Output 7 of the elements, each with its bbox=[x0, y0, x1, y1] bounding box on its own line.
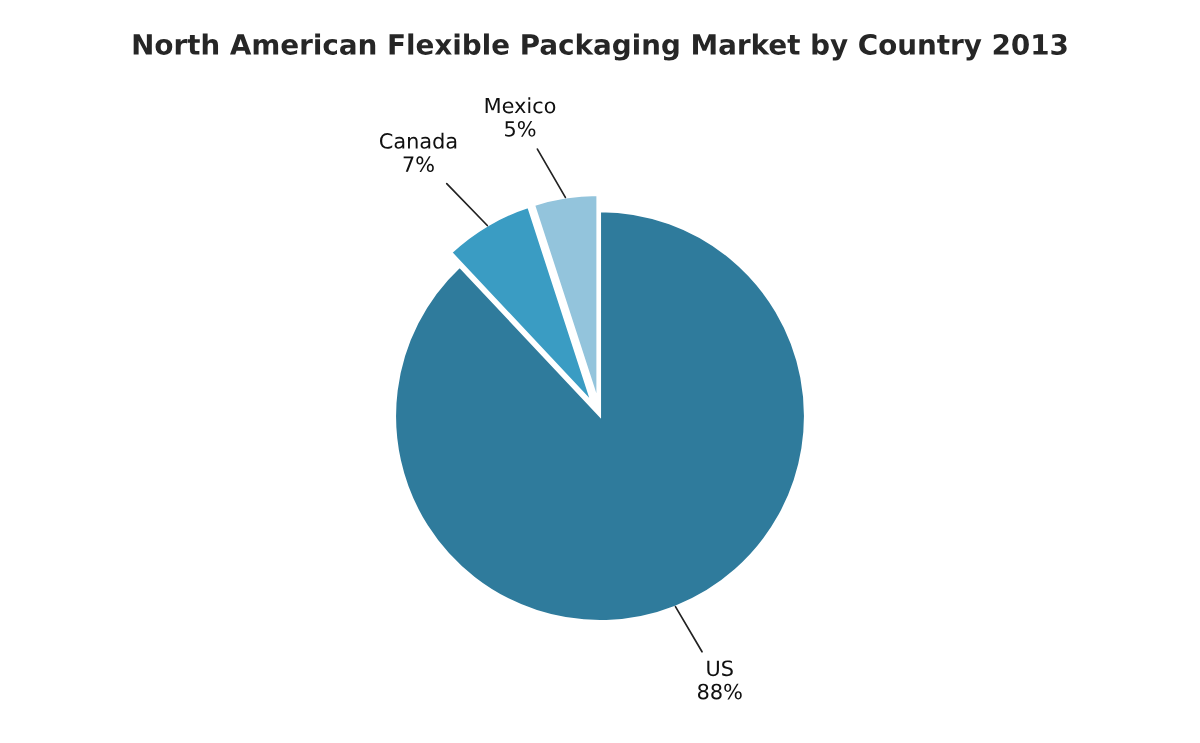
data-label: 88% bbox=[697, 683, 742, 700]
slice-label: Mexico bbox=[485, 97, 556, 114]
slice-label: Canada bbox=[379, 132, 457, 149]
slice-label: US bbox=[707, 660, 733, 677]
data-label: 7% bbox=[403, 156, 434, 173]
data-label: 5% bbox=[505, 120, 536, 137]
chart-title: North American Flexible Packaging Market by Country 2013 bbox=[133, 33, 1067, 61]
